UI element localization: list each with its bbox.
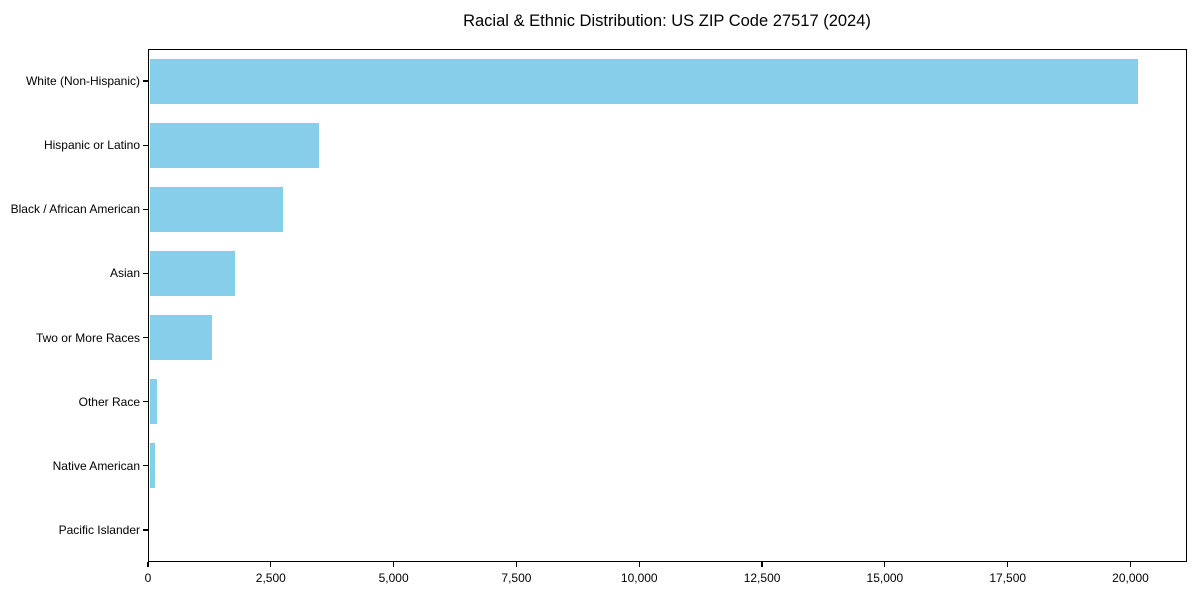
y-tick-mark — [143, 144, 148, 146]
bar-white-non-hispanic — [149, 58, 1138, 104]
x-tick-mark — [393, 562, 395, 567]
y-tick-label: White (Non-Hispanic) — [25, 74, 140, 89]
x-tick-label: 12,500 — [743, 571, 781, 585]
x-tick-label: 20,000 — [1112, 571, 1149, 585]
y-tick-label: Other Race — [78, 394, 140, 409]
plot-area — [148, 49, 1187, 562]
x-tick-mark — [1129, 562, 1132, 567]
y-tick-label: Hispanic or Latino — [43, 138, 140, 153]
y-tick-mark — [143, 272, 148, 275]
x-tick-mark — [147, 562, 149, 567]
x-tick-mark — [270, 562, 272, 567]
x-tick-mark — [515, 562, 518, 567]
y-tick-label: Pacific Islander — [58, 522, 140, 537]
y-tick-mark — [143, 465, 148, 467]
x-tick-mark — [884, 562, 886, 567]
y-tick-mark — [143, 336, 148, 339]
y-tick-mark — [143, 401, 148, 403]
chart-title: Racial & Ethnic Distribution: US ZIP Cod… — [463, 12, 871, 30]
bar-asian — [149, 250, 236, 296]
bar-native-american — [149, 443, 156, 489]
x-tick-label: 0 — [144, 571, 152, 585]
x-tick-label: 5,000 — [378, 571, 409, 585]
bar-two-or-more-races — [149, 315, 213, 361]
x-tick-mark — [761, 562, 763, 567]
x-tick-mark — [1007, 562, 1009, 567]
bar-other-race — [149, 379, 157, 425]
y-tick-label: Native American — [52, 458, 140, 473]
x-tick-mark — [638, 562, 640, 567]
x-tick-label: 15,000 — [866, 571, 904, 585]
y-tick-label: Asian — [109, 266, 140, 281]
x-tick-label: 10,000 — [620, 571, 658, 585]
y-tick-mark — [143, 80, 148, 82]
y-tick-mark — [143, 208, 148, 210]
bar-black-african-american — [149, 186, 283, 232]
x-tick-label: 2,500 — [255, 571, 286, 585]
bar-hispanic-or-latino — [149, 122, 319, 168]
x-tick-label: 7,500 — [501, 571, 532, 585]
y-tick-mark — [143, 529, 148, 531]
x-tick-label: 17,500 — [989, 571, 1027, 585]
y-tick-label: Black / African American — [10, 202, 140, 217]
y-tick-label: Two or More Races — [35, 330, 140, 345]
